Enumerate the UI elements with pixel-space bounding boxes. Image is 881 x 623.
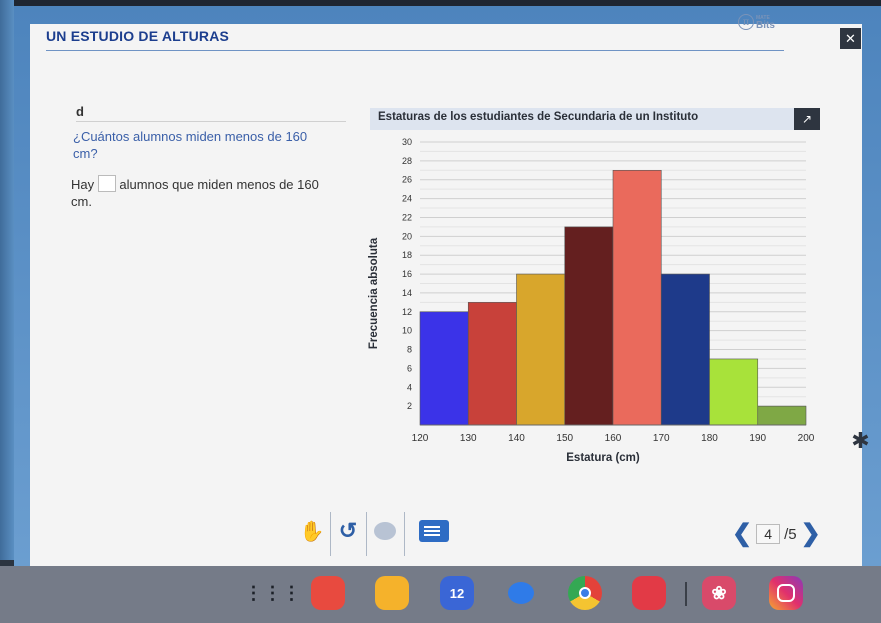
answer-suffix: alumnos que miden menos de 160 cm. bbox=[71, 177, 319, 209]
y-tick-label: 10 bbox=[402, 326, 412, 336]
histogram-bar bbox=[419, 311, 469, 426]
x-tick-label: 190 bbox=[749, 433, 766, 444]
app-drawer-icon[interactable]: ⋮⋮⋮ bbox=[244, 582, 302, 603]
y-tick-label: 18 bbox=[402, 250, 412, 260]
screen-bezel-left bbox=[0, 0, 14, 560]
pager: ❮ 4 /5 ❯ bbox=[732, 522, 821, 546]
calendar-app-icon[interactable]: 12 bbox=[440, 576, 474, 610]
y-tick-label: 20 bbox=[402, 231, 412, 241]
x-tick-label: 150 bbox=[556, 433, 573, 444]
answer-sentence: Hay alumnos que miden menos de 160 cm. bbox=[71, 175, 331, 210]
answer-prefix: Hay bbox=[71, 177, 95, 192]
matebits-logo: π MATE Bits bbox=[738, 14, 775, 31]
histogram-bar bbox=[757, 405, 807, 426]
question-divider bbox=[76, 121, 346, 122]
x-axis-label: Estatura (cm) bbox=[566, 452, 640, 464]
notes-app-icon[interactable] bbox=[311, 576, 345, 610]
histogram-bar bbox=[612, 169, 662, 426]
toolbar-divider bbox=[404, 512, 405, 556]
y-tick-label: 12 bbox=[402, 307, 412, 317]
x-tick-label: 120 bbox=[412, 433, 429, 444]
camera-app-icon[interactable] bbox=[632, 576, 666, 610]
question-text: ¿Cuántos alumnos miden menos de 160 cm? bbox=[73, 129, 308, 161]
notes-icon[interactable] bbox=[417, 513, 451, 549]
histogram-bar bbox=[516, 273, 566, 426]
logo-big-text: Bits bbox=[756, 20, 775, 31]
histogram-bar bbox=[564, 226, 614, 426]
gallery-app-icon[interactable]: ❀ bbox=[702, 576, 736, 610]
y-tick-label: 4 bbox=[407, 382, 412, 392]
answer-input[interactable] bbox=[97, 175, 116, 192]
toolbar-divider bbox=[366, 512, 367, 556]
y-tick-label: 24 bbox=[402, 194, 412, 204]
comment-icon[interactable] bbox=[370, 513, 400, 549]
histogram-bar bbox=[709, 358, 759, 426]
x-tick-label: 170 bbox=[653, 433, 670, 444]
histogram-bar bbox=[467, 302, 517, 426]
toolbar-divider bbox=[330, 512, 331, 556]
header-divider bbox=[46, 50, 784, 51]
y-axis-label: Frecuencia absoluta bbox=[368, 237, 380, 349]
x-tick-label: 140 bbox=[508, 433, 525, 444]
y-tick-label: 2 bbox=[407, 401, 412, 411]
page-number-input[interactable]: 4 bbox=[756, 524, 781, 544]
pi-icon: π bbox=[738, 14, 754, 30]
star-icon[interactable]: ✱ bbox=[851, 428, 870, 453]
next-page-icon[interactable]: ❯ bbox=[800, 520, 821, 547]
y-tick-label: 30 bbox=[402, 137, 412, 147]
histogram-bar bbox=[660, 273, 710, 426]
y-tick-label: 14 bbox=[402, 288, 412, 298]
instagram-app-icon[interactable] bbox=[769, 576, 803, 610]
prev-page-icon[interactable]: ❮ bbox=[732, 520, 753, 547]
x-tick-label: 180 bbox=[701, 433, 718, 444]
chart-title: Estaturas de los estudiantes de Secundar… bbox=[370, 108, 820, 130]
hand-icon[interactable]: ✋ bbox=[299, 520, 325, 543]
y-tick-label: 26 bbox=[402, 175, 412, 185]
y-tick-label: 6 bbox=[407, 363, 412, 373]
y-tick-label: 8 bbox=[407, 345, 412, 355]
y-tick-label: 28 bbox=[402, 156, 412, 166]
expand-icon[interactable]: ↗ bbox=[794, 108, 820, 130]
x-tick-label: 200 bbox=[798, 433, 815, 444]
y-tick-label: 16 bbox=[402, 269, 412, 279]
chrome-app-icon[interactable] bbox=[568, 576, 602, 610]
messages-app-icon[interactable] bbox=[504, 576, 538, 610]
page-total: /5 bbox=[784, 525, 797, 543]
question-letter: d bbox=[76, 104, 84, 119]
files-app-icon[interactable] bbox=[375, 576, 409, 610]
logo-small-text: MATE bbox=[756, 15, 770, 21]
x-tick-label: 130 bbox=[460, 433, 477, 444]
undo-icon[interactable]: ↺ bbox=[338, 518, 358, 543]
taskbar-divider bbox=[685, 582, 687, 606]
y-tick-label: 22 bbox=[402, 212, 412, 222]
page-title: UN ESTUDIO DE ALTURAS bbox=[46, 28, 230, 44]
x-tick-label: 160 bbox=[605, 433, 622, 444]
close-button[interactable]: ✕ bbox=[840, 28, 861, 49]
